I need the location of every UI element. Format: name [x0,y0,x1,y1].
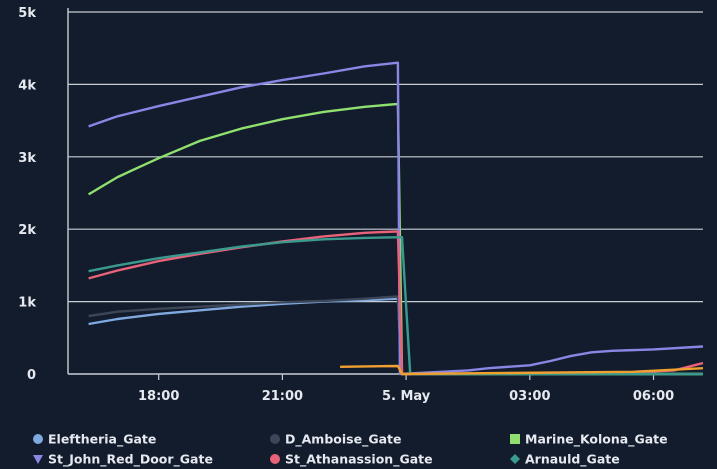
legend-marker [33,434,43,444]
legend-item[interactable]: Arnauld_Gate [510,452,620,468]
y-tick-label: 5k [18,6,36,21]
x-tick-label: 03:00 [509,389,550,404]
legend-item[interactable]: Marine_Kolona_Gate [510,432,668,448]
legend-label: Marine_Kolona_Gate [525,432,668,448]
legend-marker [270,454,280,464]
series-line-st-john-red-door-gate [88,61,704,376]
series-line-eleftheria-gate [88,297,703,376]
x-tick-label: 5. May [382,389,431,404]
legend-label: Eleftheria_Gate [48,432,156,448]
legend-marker [510,454,520,464]
y-tick-label: 0 [27,368,36,383]
x-tick-label: 06:00 [633,389,674,404]
series-line-st-athanassion-gate [88,230,704,376]
legend-label: Arnauld_Gate [525,452,620,468]
legend-item[interactable]: St_John_Red_Door_Gate [33,452,213,468]
y-tick-label: 3k [18,151,36,166]
legend-label: St_Athanassion_Gate [285,452,433,468]
series-lines [87,61,704,376]
legend[interactable]: Eleftheria_Gate D_Amboise_Gate Marine_Kolo… [33,432,668,468]
series-line-unlabeled [340,364,704,376]
series-line-d-amboise-gate [88,295,703,376]
legend-item[interactable]: D_Amboise_Gate [270,432,401,448]
legend-marker [270,434,280,444]
legend-marker [510,434,520,444]
y-tick-label: 1k [18,296,36,311]
legend-label: St_John_Red_Door_Gate [48,452,213,468]
series-line-arnauld-gate [88,236,703,376]
legend-item[interactable]: St_Athanassion_Gate [270,452,433,468]
legend-label: D_Amboise_Gate [285,432,401,448]
y-tick-label: 4k [18,78,36,93]
x-tick-label: 18:00 [138,389,179,404]
legend-item[interactable]: Eleftheria_Gate [33,432,156,448]
y-tick-label: 2k [18,223,36,238]
axes: 0 1k 2k 3k 4k 5k 18:00 21:00 5. May 03:00 06:00 [18,6,703,404]
grid-lines [68,11,703,303]
legend-marker [33,455,43,464]
series-line-marine-kolona-gate [87,102,703,376]
x-tick-label: 21:00 [262,389,303,404]
